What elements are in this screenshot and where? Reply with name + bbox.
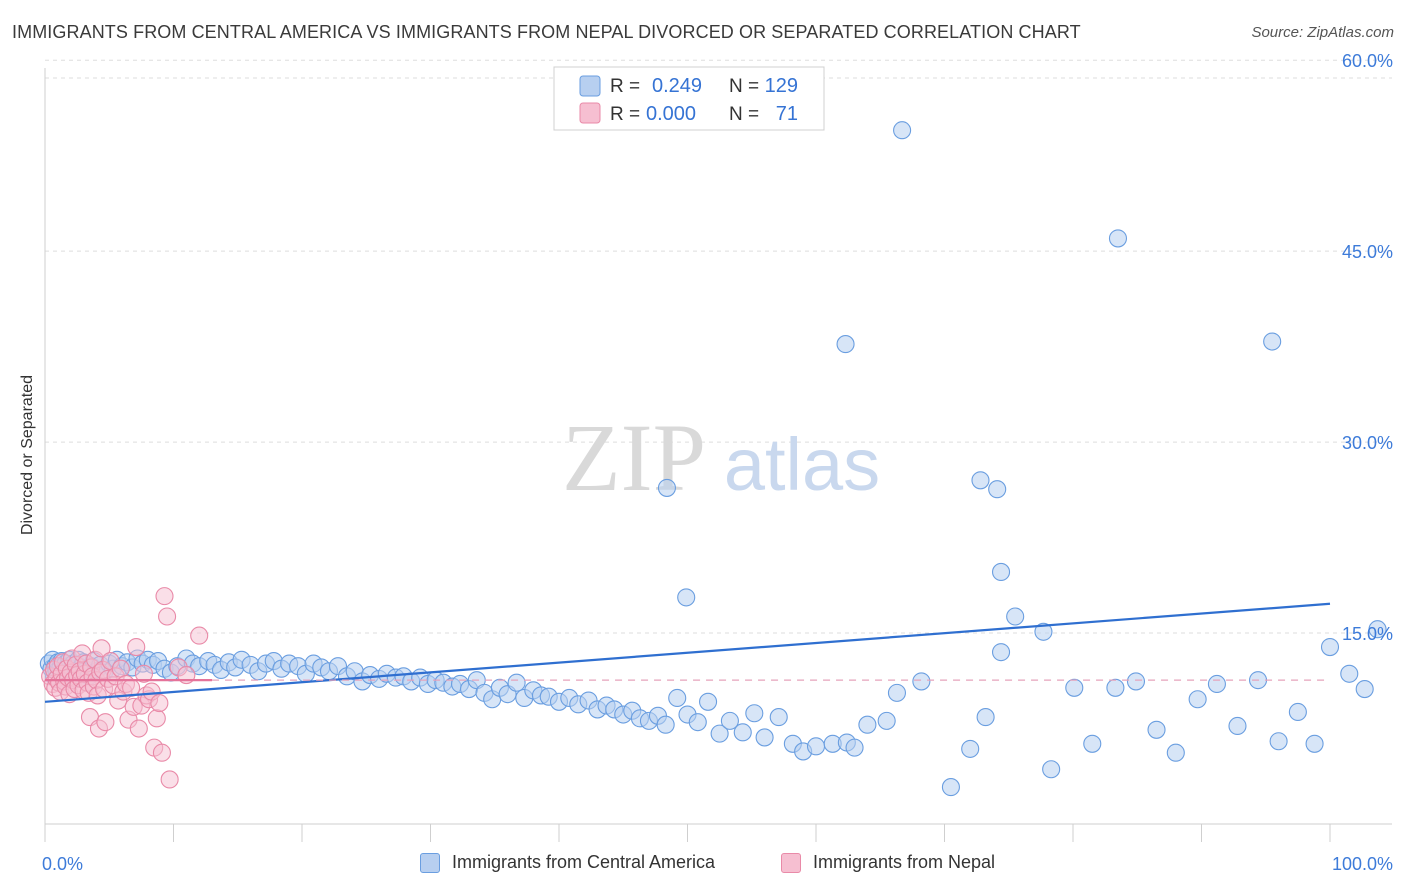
y-tick-labels: 15.0% 30.0% 45.0% 60.0% bbox=[1342, 51, 1393, 644]
point-central-america bbox=[806, 737, 826, 756]
point-nepal bbox=[134, 664, 153, 683]
point-central-america bbox=[1188, 690, 1207, 709]
watermark-atlas: atlas bbox=[724, 423, 880, 506]
point-central-america bbox=[668, 688, 687, 708]
y-tick-label: 30.0% bbox=[1342, 433, 1393, 453]
point-central-america bbox=[507, 673, 526, 692]
point-central-america bbox=[1083, 734, 1102, 753]
point-nepal bbox=[190, 626, 209, 645]
watermark-zip: ZIP bbox=[562, 404, 706, 511]
point-central-america bbox=[961, 739, 980, 758]
point-nepal bbox=[152, 743, 171, 762]
x-tick-label: 0.0% bbox=[42, 854, 83, 874]
stats-n-label-2: N = bbox=[729, 104, 759, 125]
point-central-america bbox=[769, 708, 788, 727]
point-central-america bbox=[1006, 607, 1025, 626]
point-central-america bbox=[1263, 332, 1282, 351]
point-central-america bbox=[1288, 702, 1307, 722]
point-central-america bbox=[877, 711, 896, 730]
stats-r-label-1: R = bbox=[610, 76, 640, 97]
point-central-america bbox=[912, 672, 931, 691]
point-central-america bbox=[991, 562, 1011, 581]
point-central-america bbox=[1065, 678, 1084, 697]
point-nepal bbox=[127, 638, 146, 657]
chart-source: Source: ZipAtlas.com bbox=[1251, 24, 1394, 41]
x-tick-label: 100.0% bbox=[1332, 854, 1393, 874]
point-central-america bbox=[941, 778, 960, 797]
point-central-america bbox=[657, 478, 676, 497]
point-central-america bbox=[893, 121, 912, 140]
point-central-america bbox=[677, 588, 696, 607]
point-central-america bbox=[688, 713, 707, 732]
legend-item-nepal: Immigrants from Nepal bbox=[781, 852, 995, 873]
trend-line-central-america bbox=[44, 602, 1331, 703]
point-central-america bbox=[1147, 720, 1166, 739]
legend-swatch-nepal bbox=[781, 852, 801, 873]
point-central-america bbox=[745, 704, 764, 723]
y-tick-label: 15.0% bbox=[1342, 624, 1393, 644]
point-nepal bbox=[158, 607, 177, 626]
point-central-america bbox=[710, 724, 729, 743]
stats-r-value-1: 0.249 bbox=[652, 75, 702, 97]
point-central-america bbox=[1340, 664, 1359, 683]
point-central-america bbox=[720, 711, 739, 730]
chart-title: IMMIGRANTS FROM CENTRAL AMERICA VS IMMIG… bbox=[12, 22, 1081, 42]
gridlines bbox=[45, 59, 1392, 634]
stats-n-label-1: N = bbox=[729, 76, 759, 97]
point-central-america bbox=[1106, 678, 1125, 697]
point-central-america bbox=[656, 715, 675, 734]
x-tick-labels: 0.0% 100.0% bbox=[42, 854, 1393, 874]
point-central-america bbox=[1126, 672, 1146, 691]
point-central-america bbox=[1207, 674, 1226, 694]
point-nepal bbox=[129, 719, 148, 738]
point-central-america bbox=[1355, 680, 1374, 699]
point-central-america bbox=[845, 738, 864, 757]
point-central-america bbox=[991, 643, 1011, 662]
legend-label-nepal: Immigrants from Nepal bbox=[813, 852, 996, 872]
point-central-america bbox=[1228, 716, 1247, 736]
legend-item-central-america: Immigrants from Central America bbox=[420, 852, 715, 873]
axes bbox=[44, 68, 1392, 842]
stats-n-value-1: 129 bbox=[765, 75, 798, 97]
point-nepal bbox=[96, 713, 115, 732]
stats-r-label-2: R = bbox=[610, 104, 640, 125]
point-nepal bbox=[111, 659, 130, 678]
stats-legend: R = 0.249 N = 129 R = 0.000 N = 71 bbox=[553, 66, 825, 131]
point-central-america bbox=[1368, 620, 1387, 639]
point-central-america bbox=[1108, 229, 1128, 248]
point-central-america bbox=[1305, 734, 1324, 753]
point-central-america bbox=[1269, 732, 1288, 751]
point-central-america bbox=[976, 708, 995, 727]
point-central-america bbox=[755, 728, 774, 747]
series-nepal bbox=[41, 587, 209, 789]
y-tick-label: 45.0% bbox=[1342, 242, 1393, 262]
point-central-america bbox=[836, 335, 855, 354]
series-legend: Immigrants from Central America Immigran… bbox=[0, 852, 1406, 878]
legend-label-central-america: Immigrants from Central America bbox=[452, 852, 716, 872]
stats-r-value-2: 0.000 bbox=[646, 103, 696, 125]
y-tick-label: 60.0% bbox=[1342, 51, 1393, 71]
point-nepal bbox=[155, 587, 174, 606]
stats-legend-swatch-central-america bbox=[579, 75, 601, 97]
point-central-america bbox=[971, 471, 990, 490]
point-central-america bbox=[733, 723, 752, 742]
point-central-america bbox=[1320, 638, 1340, 657]
point-nepal bbox=[92, 639, 111, 658]
legend-swatch-central-america bbox=[420, 852, 440, 873]
point-central-america bbox=[1166, 743, 1185, 762]
stats-legend-swatch-nepal bbox=[579, 102, 601, 124]
point-central-america bbox=[887, 683, 907, 702]
point-nepal bbox=[150, 694, 169, 713]
point-central-america bbox=[699, 692, 718, 711]
trend-lines bbox=[44, 602, 1331, 703]
point-central-america bbox=[858, 715, 877, 734]
point-central-america bbox=[1042, 760, 1061, 779]
point-central-america bbox=[1034, 622, 1053, 641]
point-nepal bbox=[160, 770, 179, 789]
point-nepal bbox=[147, 709, 166, 728]
stats-n-value-2: 71 bbox=[776, 103, 798, 125]
point-central-america bbox=[988, 480, 1007, 499]
